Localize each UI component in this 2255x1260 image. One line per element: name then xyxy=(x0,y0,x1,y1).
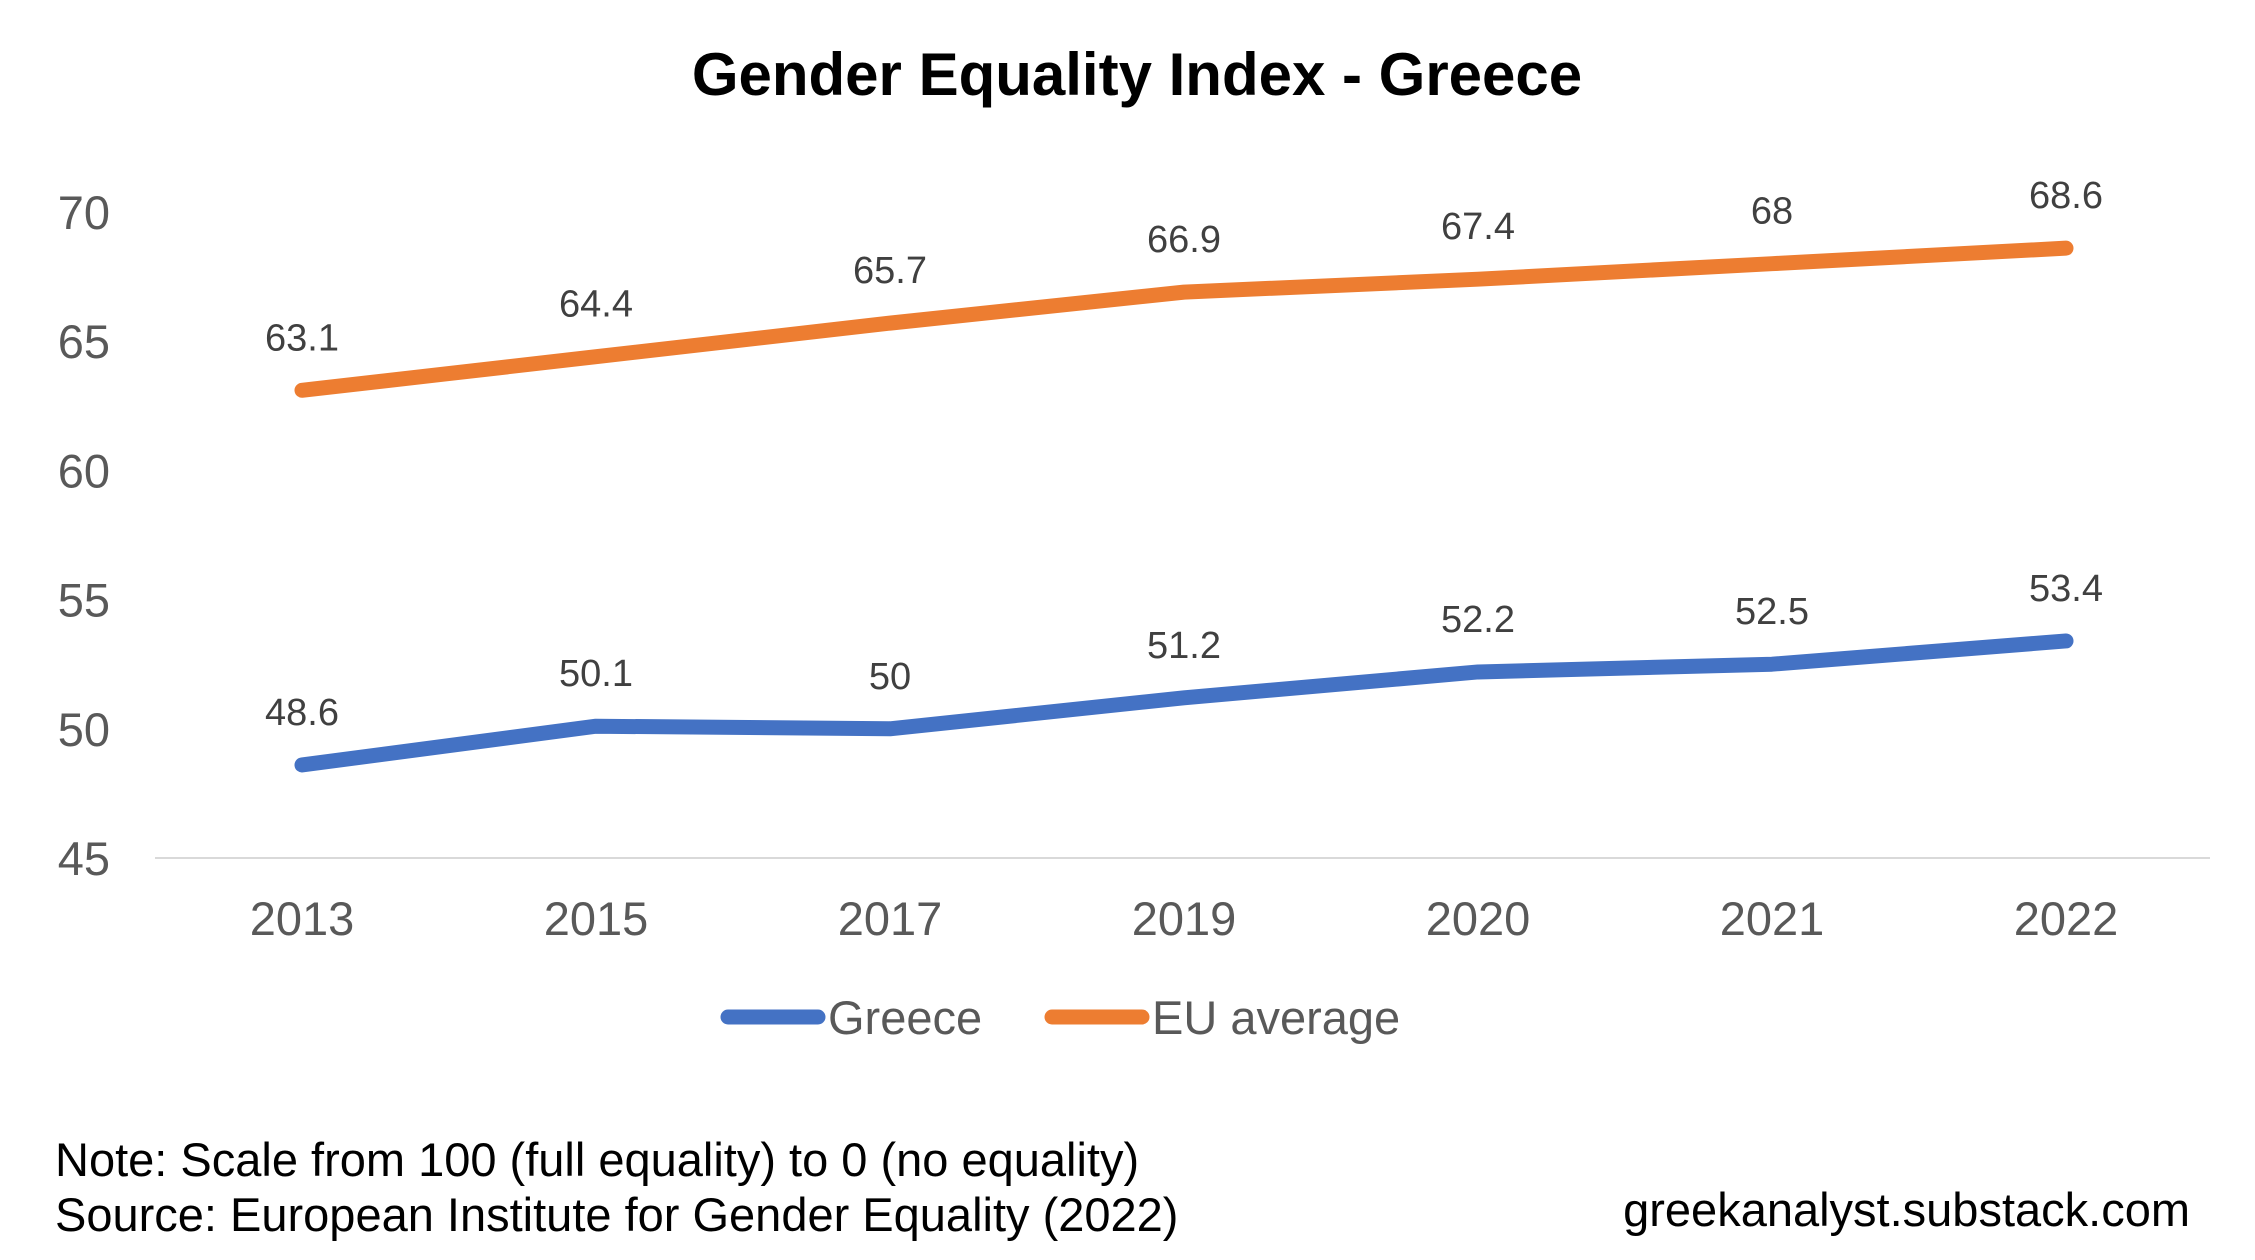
data-label: 68.6 xyxy=(2029,175,2103,217)
legend-label: Greece xyxy=(828,991,982,1044)
x-tick-label: 2020 xyxy=(1426,892,1531,945)
x-tick-label: 2019 xyxy=(1132,892,1237,945)
chart: Gender Equality Index - Greece 45 50 55 60 6… xyxy=(58,41,2210,1044)
data-label: 51.2 xyxy=(1147,625,1221,667)
data-label: 48.6 xyxy=(265,692,339,734)
series-lines xyxy=(294,240,2074,773)
data-label: 52.2 xyxy=(1441,599,1515,641)
legend: Greece EU average xyxy=(720,991,1400,1044)
y-tick-label: 65 xyxy=(58,315,110,368)
footnote: Note: Scale from 100 (full equality) to … xyxy=(55,1133,1140,1186)
y-tick-label: 60 xyxy=(58,444,110,497)
x-axis: 2013 2015 2017 2019 2020 2021 2022 xyxy=(250,892,2119,945)
data-label: 68 xyxy=(1751,191,1793,233)
y-tick-label: 70 xyxy=(58,186,110,239)
legend-label: EU average xyxy=(1152,991,1400,1044)
x-tick-label: 2021 xyxy=(1720,892,1825,945)
data-label: 50.1 xyxy=(559,653,633,695)
x-tick-label: 2017 xyxy=(838,892,943,945)
data-labels: 48.6 50.1 50 51.2 52.2 52.5 53.4 63.1 64.4 65.7 66… xyxy=(265,175,2103,734)
data-label: 67.4 xyxy=(1441,206,1515,248)
x-tick-label: 2022 xyxy=(2014,892,2119,945)
chart-title: Gender Equality Index - Greece xyxy=(692,41,1582,108)
data-label: 63.1 xyxy=(265,317,339,359)
y-axis: 45 50 55 60 65 70 xyxy=(58,186,110,885)
x-tick-label: 2015 xyxy=(544,892,649,945)
y-tick-label: 45 xyxy=(58,832,110,885)
data-label: 52.5 xyxy=(1735,591,1809,633)
data-label: 53.4 xyxy=(2029,568,2103,610)
source-note: Source: European Institute for Gender Eq… xyxy=(55,1188,1179,1241)
website-credit: greekanalyst.substack.com xyxy=(1623,1183,2190,1236)
series-line-greece xyxy=(294,633,2074,773)
x-tick-label: 2013 xyxy=(250,892,355,945)
series-line-eu-average xyxy=(294,240,2074,398)
y-tick-label: 50 xyxy=(58,703,110,756)
data-label: 65.7 xyxy=(853,250,927,292)
data-label: 64.4 xyxy=(559,284,633,326)
data-label: 50 xyxy=(869,656,911,698)
y-tick-label: 55 xyxy=(58,574,110,627)
data-label: 66.9 xyxy=(1147,219,1221,261)
